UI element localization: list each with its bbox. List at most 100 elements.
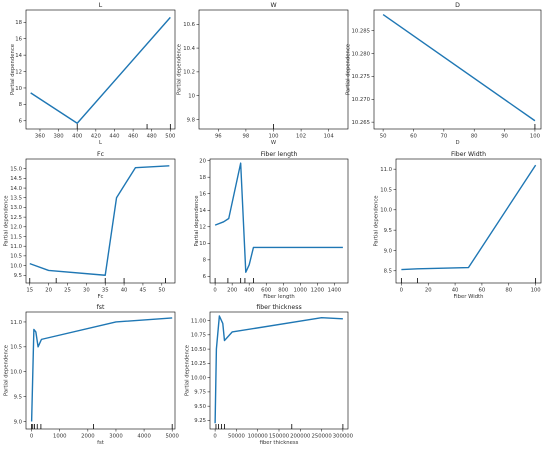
- x-tick-label: 4000: [137, 434, 151, 440]
- panel-title: fst: [97, 304, 105, 311]
- y-tick-label: 10.6: [183, 22, 195, 28]
- y-tick-label: 18: [199, 175, 206, 181]
- y-tick-label: 10.265: [351, 120, 370, 126]
- y-axis-label: Partial dependence: [10, 44, 16, 95]
- plot-frame: [209, 311, 349, 430]
- x-tick-label: 96: [215, 134, 222, 140]
- y-tick-label: 10.285: [351, 28, 370, 34]
- y-tick-label: 10.280: [351, 51, 370, 57]
- plot-frame: [25, 311, 176, 430]
- y-tick-label: 14: [15, 53, 22, 59]
- y-tick-label: 12.0: [10, 225, 22, 231]
- plot-frame: [25, 158, 176, 284]
- x-tick-label: 1400: [328, 288, 342, 294]
- partial-dependence-line: [382, 14, 536, 122]
- y-axis-label: Partial dependence: [185, 345, 191, 396]
- x-axis-label: Fiber Width: [453, 294, 483, 300]
- x-tick-label: 20: [425, 288, 432, 294]
- chart-panel-0: L 360 380 400 420 440 460 480 500 6 8 10 12 14 16 18 L Pa…: [10, 2, 176, 146]
- chart-panel-3: Fc 15 20 25 30 35 40 45 50 9.5 10.0 10.5 11.0 11.5 12.…: [4, 151, 176, 300]
- y-tick-label: 20: [199, 158, 206, 164]
- y-tick-label: 9.5: [384, 228, 392, 234]
- x-tick-label: 60: [479, 288, 486, 294]
- x-axis-label: Fc: [98, 294, 104, 300]
- x-tick-label: 40: [452, 288, 459, 294]
- x-tick-label: 150000: [269, 434, 290, 440]
- y-tick-label: 12.5: [10, 215, 22, 221]
- y-tick-label: 10.0: [10, 263, 22, 269]
- chart-panel-1: W 96 98 100 102 104 9.8 10 10.2 10.4 10.6 W Partial …: [177, 2, 349, 146]
- y-tick-label: 9.75: [194, 390, 206, 396]
- x-tick-label: 20: [45, 288, 52, 294]
- x-tick-label: 80: [505, 288, 512, 294]
- y-tick-label: 10.4: [183, 46, 195, 52]
- x-tick-label: 40: [121, 288, 128, 294]
- x-tick-label: 250000: [311, 434, 332, 440]
- x-tick-label: 380: [54, 134, 65, 140]
- x-tick-label: 480: [147, 134, 158, 140]
- chart-panel-4: Fiber length 0 200 400 600 800 1000 1200 1400 6 8 1…: [194, 151, 349, 300]
- panel-title: W: [270, 2, 276, 9]
- plot-frame: [209, 158, 349, 284]
- x-tick-label: 500: [165, 134, 176, 140]
- x-axis-label: D: [455, 140, 459, 146]
- y-tick-label: 11.0: [10, 320, 22, 326]
- x-tick-label: 100: [530, 134, 541, 140]
- x-tick-label: 2000: [81, 434, 95, 440]
- y-tick-label: 8.5: [384, 269, 392, 275]
- panel-title: L: [99, 2, 103, 9]
- y-tick-label: 14.5: [10, 176, 22, 182]
- x-tick-label: 3000: [109, 434, 123, 440]
- y-tick-label: 16: [199, 192, 206, 198]
- y-tick-label: 10.5: [10, 254, 22, 260]
- x-tick-label: 300000: [333, 434, 354, 440]
- x-tick-label: 360: [35, 134, 46, 140]
- partial-dependence-line: [30, 16, 171, 124]
- x-axis-label: fiber thickness: [260, 440, 299, 446]
- partial-dependence-line: [214, 162, 343, 273]
- x-tick-label: 200: [227, 288, 238, 294]
- x-tick-label: 0: [30, 434, 34, 440]
- x-tick-label: 35: [102, 288, 109, 294]
- x-tick-label: 440: [109, 134, 120, 140]
- y-tick-label: 10.75: [191, 333, 206, 339]
- x-tick-label: 60: [410, 134, 417, 140]
- plot-frame: [395, 158, 542, 284]
- y-tick-label: 9.8: [187, 117, 196, 123]
- x-tick-label: 100000: [248, 434, 269, 440]
- y-axis-label: Partial dependence: [374, 195, 380, 246]
- x-tick-label: 50: [158, 288, 165, 294]
- x-tick-label: 1200: [311, 288, 325, 294]
- y-tick-label: 11.5: [10, 234, 22, 240]
- panel-title: fiber thickness: [256, 304, 301, 311]
- y-tick-label: 9.0: [14, 419, 23, 425]
- y-tick-label: 14: [199, 208, 206, 214]
- y-tick-label: 10.5: [380, 187, 392, 193]
- x-axis-label: Fiber length: [263, 294, 295, 300]
- x-tick-label: 30: [83, 288, 90, 294]
- chart-panel-5: Fiber Width 0 20 40 60 80 100 8.5 9.0 9.5 10.0 10.5…: [374, 151, 542, 300]
- y-tick-label: 13.0: [10, 205, 22, 211]
- x-axis-label: fst: [97, 440, 104, 446]
- y-tick-label: 9.5: [14, 273, 22, 279]
- y-tick-label: 10.270: [351, 97, 370, 103]
- x-tick-label: 15: [26, 288, 33, 294]
- chart-panel-6: fst 0 1000 2000 3000 4000 5000 9.0 9.5 10.0 10.5 11…: [4, 304, 180, 446]
- x-tick-label: 98: [243, 134, 250, 140]
- y-tick-label: 6: [203, 274, 207, 280]
- y-tick-label: 15.0: [10, 166, 22, 172]
- x-tick-label: 25: [64, 288, 71, 294]
- y-tick-label: 12: [15, 69, 22, 75]
- y-tick-label: 8: [203, 258, 207, 264]
- y-tick-label: 10: [199, 241, 206, 247]
- plot-frame: [198, 9, 349, 130]
- chart-panel-7: fiber thickness 0 50000 100000 150000 200000 2…: [185, 304, 354, 446]
- y-tick-label: 10.25: [191, 361, 206, 367]
- x-tick-label: 800: [278, 288, 289, 294]
- y-tick-label: 10: [188, 93, 195, 99]
- y-axis-label: Partial dependence: [4, 195, 10, 246]
- x-tick-label: 1000: [53, 434, 67, 440]
- y-axis-label: Partial dependence: [177, 44, 183, 95]
- y-tick-label: 16: [15, 37, 22, 43]
- x-tick-label: 100: [268, 134, 279, 140]
